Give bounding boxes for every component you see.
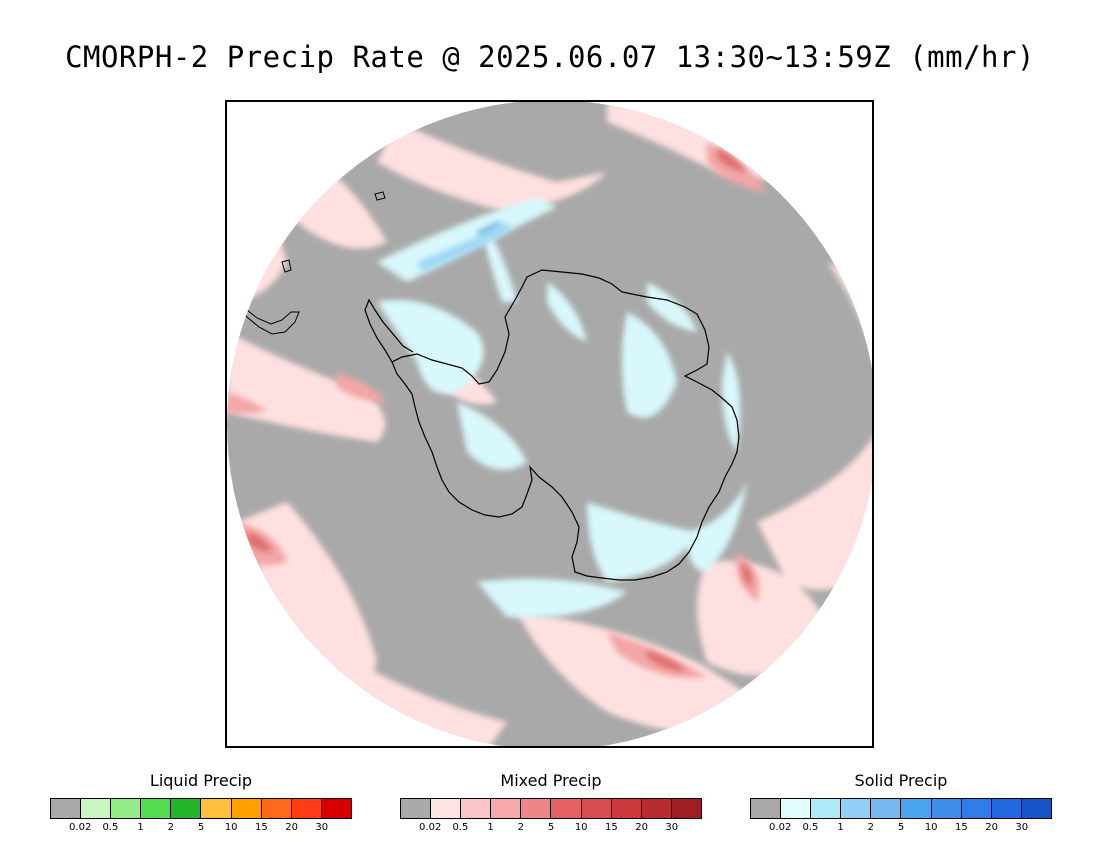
tick-label: 20 bbox=[635, 822, 648, 833]
tick-label: 2 bbox=[517, 822, 524, 833]
color-swatch bbox=[321, 799, 351, 818]
south-america-coastline bbox=[237, 305, 300, 335]
color-swatch bbox=[811, 799, 842, 818]
solid-precip-moderate bbox=[417, 222, 512, 272]
tick-label: 5 bbox=[897, 822, 905, 833]
color-swatch bbox=[551, 799, 582, 818]
color-swatch bbox=[611, 799, 642, 818]
tick-label: 20 bbox=[285, 822, 298, 833]
tick-labels: 0.02 0.5 1 2 5 10 15 20 30 bbox=[50, 819, 352, 835]
mixed-precip-legend: Mixed Precip 0.02 0.5 1 2 5 10 15 20 30 bbox=[400, 770, 702, 835]
color-bar bbox=[400, 798, 702, 819]
color-swatch bbox=[171, 799, 202, 818]
color-swatch bbox=[231, 799, 262, 818]
tick-labels: 0.02 0.5 1 2 5 10 15 20 30 bbox=[400, 819, 702, 835]
color-swatch bbox=[841, 799, 872, 818]
color-swatch bbox=[581, 799, 612, 818]
tick-label: 2 bbox=[867, 822, 874, 833]
tick-label: 15 bbox=[605, 822, 618, 833]
color-swatch bbox=[401, 799, 432, 818]
legend-title: Solid Precip bbox=[854, 771, 948, 790]
tick-label: 1 bbox=[837, 822, 844, 833]
tick-label: 5 bbox=[197, 822, 205, 833]
liquid-precip-legend: Liquid Precip 0.02 0.5 1 2 5 10 15 20 30 bbox=[50, 770, 352, 835]
tick-label: 30 bbox=[665, 822, 679, 833]
tick-label: 20 bbox=[985, 822, 998, 833]
tick-label: 0.02 bbox=[769, 822, 792, 833]
tick-label: 0.5 bbox=[452, 822, 469, 833]
legend-title: Liquid Precip bbox=[149, 771, 253, 790]
color-swatch bbox=[461, 799, 492, 818]
color-swatch bbox=[491, 799, 522, 818]
precip-map bbox=[227, 102, 872, 746]
tick-label: 10 bbox=[224, 822, 238, 833]
tick-label: 15 bbox=[955, 822, 968, 833]
solid-precip-legend: Solid Precip 0.02 0.5 1 2 5 10 15 20 30 bbox=[750, 770, 1052, 835]
small-island-coastline bbox=[374, 191, 386, 201]
tick-labels: 0.02 0.5 1 2 5 10 15 20 30 bbox=[750, 819, 1052, 835]
color-swatch bbox=[901, 799, 932, 818]
tick-label: 10 bbox=[574, 822, 588, 833]
color-swatch bbox=[991, 799, 1022, 818]
solid-precip-heavy bbox=[477, 220, 502, 236]
antarctic-peninsula-coastline bbox=[364, 298, 414, 363]
color-swatch bbox=[291, 799, 322, 818]
tick-label: 1 bbox=[487, 822, 494, 833]
tick-label: 5 bbox=[547, 822, 555, 833]
island-coastline bbox=[281, 259, 292, 273]
tick-label: 30 bbox=[315, 822, 329, 833]
antarctica-coastline bbox=[391, 269, 740, 581]
color-swatch bbox=[1021, 799, 1051, 818]
tick-label: 10 bbox=[924, 822, 938, 833]
color-swatch bbox=[671, 799, 701, 818]
tick-label: 30 bbox=[1015, 822, 1029, 833]
color-swatch bbox=[781, 799, 812, 818]
tick-label: 0.5 bbox=[802, 822, 819, 833]
mixed-precip-heavy bbox=[247, 147, 752, 672]
color-swatch bbox=[201, 799, 232, 818]
color-swatch bbox=[261, 799, 292, 818]
color-swatch bbox=[521, 799, 552, 818]
color-swatch bbox=[431, 799, 462, 818]
tick-label: 1 bbox=[137, 822, 144, 833]
legend-title: Mixed Precip bbox=[500, 771, 602, 790]
color-bar bbox=[50, 798, 352, 819]
color-swatch bbox=[81, 799, 112, 818]
color-swatch bbox=[141, 799, 172, 818]
tick-label: 0.02 bbox=[419, 822, 442, 833]
color-swatch bbox=[871, 799, 902, 818]
color-swatch bbox=[641, 799, 672, 818]
color-swatch bbox=[931, 799, 962, 818]
tick-label: 15 bbox=[255, 822, 268, 833]
map-panel bbox=[225, 100, 874, 748]
color-swatch bbox=[751, 799, 782, 818]
color-swatch bbox=[961, 799, 992, 818]
map-title: CMORPH-2 Precip Rate @ 2025.06.07 13:30~… bbox=[65, 40, 1035, 74]
color-swatch bbox=[111, 799, 142, 818]
color-bar bbox=[750, 798, 1052, 819]
tick-label: 0.02 bbox=[69, 822, 92, 833]
tick-label: 2 bbox=[167, 822, 174, 833]
tick-label: 0.5 bbox=[102, 822, 119, 833]
color-swatch bbox=[51, 799, 82, 818]
